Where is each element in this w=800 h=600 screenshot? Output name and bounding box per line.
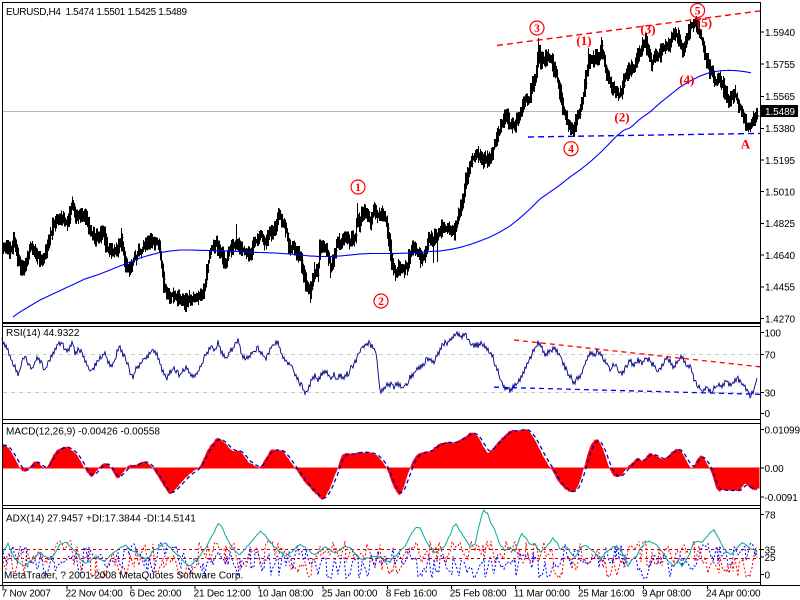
svg-text:4: 4 bbox=[568, 144, 574, 156]
svg-text:0: 0 bbox=[765, 409, 771, 420]
svg-text:(3): (3) bbox=[640, 22, 655, 37]
svg-text:6 Dec 20:00: 6 Dec 20:00 bbox=[130, 589, 182, 600]
svg-text:1.4825: 1.4825 bbox=[765, 219, 796, 230]
svg-text:7 Nov 2007: 7 Nov 2007 bbox=[2, 589, 52, 600]
svg-text:1.5755: 1.5755 bbox=[765, 60, 796, 71]
svg-text:25 Jan 00:00: 25 Jan 00:00 bbox=[322, 589, 378, 600]
svg-text:1.5380: 1.5380 bbox=[765, 124, 796, 135]
svg-text:10 Jan 08:00: 10 Jan 08:00 bbox=[258, 589, 314, 600]
svg-text:MetaTrader, ? 2001-2008 MetaQu: MetaTrader, ? 2001-2008 MetaQuotes Softw… bbox=[4, 571, 243, 582]
svg-text:11 Mar 00:00: 11 Mar 00:00 bbox=[514, 589, 570, 600]
svg-text:(5): (5) bbox=[697, 15, 712, 30]
svg-text:5: 5 bbox=[695, 6, 701, 18]
svg-text:0.01099: 0.01099 bbox=[765, 425, 800, 436]
svg-text:25: 25 bbox=[765, 553, 776, 564]
svg-text:1.4455: 1.4455 bbox=[765, 283, 796, 294]
svg-text:1.5010: 1.5010 bbox=[765, 188, 796, 199]
svg-text:RSI(14) 44.9322: RSI(14) 44.9322 bbox=[6, 328, 80, 339]
svg-text:1.5195: 1.5195 bbox=[765, 156, 796, 167]
svg-text:(2): (2) bbox=[614, 110, 629, 125]
svg-text:1.5489: 1.5489 bbox=[765, 107, 796, 118]
svg-text:21 Dec 12:00: 21 Dec 12:00 bbox=[194, 589, 252, 600]
svg-text:(4): (4) bbox=[679, 72, 694, 87]
svg-text:1.5565: 1.5565 bbox=[765, 92, 796, 103]
svg-text:24 Apr 00:00: 24 Apr 00:00 bbox=[706, 589, 761, 600]
svg-text:(1): (1) bbox=[576, 33, 591, 48]
svg-text:100: 100 bbox=[765, 328, 782, 339]
svg-text:35: 35 bbox=[765, 545, 776, 556]
svg-text:EURUSD,H4 1.5474 1.5501 1.542: EURUSD,H4 1.5474 1.5501 1.5425 1.5489 bbox=[6, 7, 188, 18]
svg-text:3: 3 bbox=[534, 23, 540, 35]
svg-text:8 Feb 16:00: 8 Feb 16:00 bbox=[386, 589, 438, 600]
svg-text:0: 0 bbox=[765, 570, 771, 581]
svg-text:78: 78 bbox=[765, 511, 776, 522]
svg-text:22 Nov 04:00: 22 Nov 04:00 bbox=[66, 589, 124, 600]
svg-text:30: 30 bbox=[765, 388, 776, 399]
svg-text:0.00: 0.00 bbox=[765, 464, 785, 475]
svg-text:1.4270: 1.4270 bbox=[765, 314, 796, 325]
svg-text:1.4640: 1.4640 bbox=[765, 251, 796, 262]
svg-text:9 Apr 08:00: 9 Apr 08:00 bbox=[642, 589, 692, 600]
svg-text:A: A bbox=[741, 137, 751, 152]
svg-text:2: 2 bbox=[378, 296, 384, 308]
svg-text:1.5940: 1.5940 bbox=[765, 28, 796, 39]
svg-text:-0.0091: -0.0091 bbox=[765, 493, 799, 504]
svg-text:25 Feb 08:00: 25 Feb 08:00 bbox=[450, 589, 507, 600]
svg-text:25 Mar 16:00: 25 Mar 16:00 bbox=[578, 589, 635, 600]
svg-text:ADX(14) 27.9457 +DI:17.3844 -D: ADX(14) 27.9457 +DI:17.3844 -DI:14.5141 bbox=[6, 514, 196, 525]
svg-text:70: 70 bbox=[765, 350, 776, 361]
svg-text:1: 1 bbox=[355, 182, 361, 194]
svg-text:MACD(12,26,9) -0.00426 -0.0055: MACD(12,26,9) -0.00426 -0.00558 bbox=[6, 427, 160, 438]
